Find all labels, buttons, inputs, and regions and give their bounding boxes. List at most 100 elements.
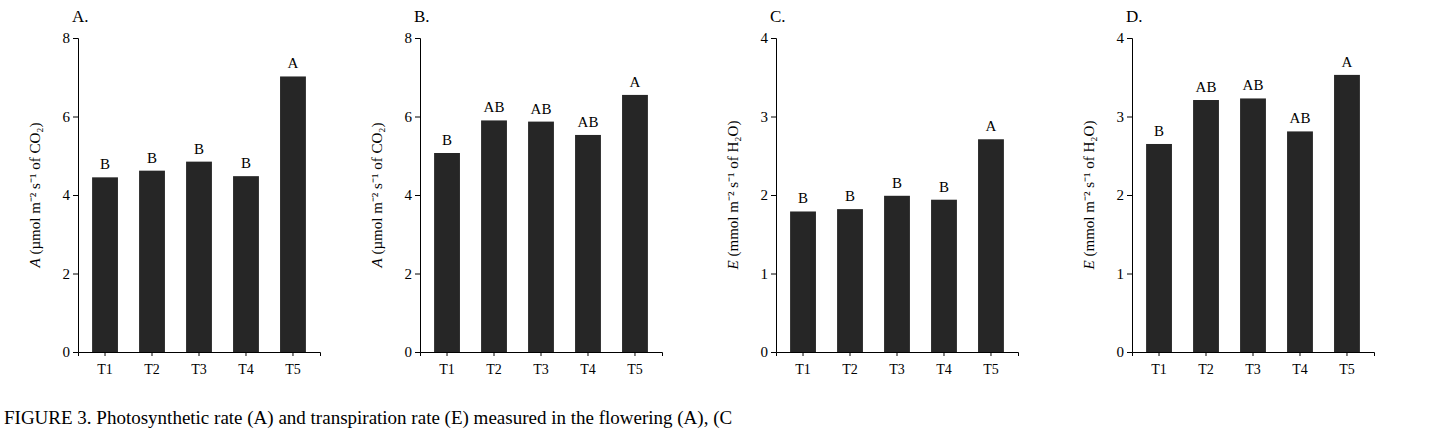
tick-label: 6 xyxy=(405,109,413,125)
bar xyxy=(931,200,957,352)
bars xyxy=(1146,75,1360,352)
tick-mark xyxy=(1253,352,1254,356)
tick-label: 0 xyxy=(761,344,769,360)
bar xyxy=(622,95,648,352)
x-axis: T1 T2 T3 T4 T5 xyxy=(79,352,321,377)
tick-label: 4 xyxy=(1117,30,1125,46)
annotation: B xyxy=(194,141,204,157)
tick: 4 xyxy=(63,187,79,203)
bar xyxy=(280,76,306,352)
tick-mark xyxy=(1127,274,1132,275)
tick-mark xyxy=(587,352,588,356)
tick: 0 xyxy=(1117,344,1133,360)
annotation: A xyxy=(1342,54,1353,70)
x-axis: T1T2T3T4T5 xyxy=(421,352,663,377)
tick-mark xyxy=(73,274,78,275)
tick-label: 8 xyxy=(405,30,413,46)
tick-label: T4 xyxy=(936,362,952,377)
tick: T3 xyxy=(533,352,549,377)
panel: BABABABA01234T1T2T3T4T5D.E (mmol m⁻² s⁻¹… xyxy=(1081,7,1375,377)
tick: 2 xyxy=(405,266,421,282)
tick: T3 xyxy=(191,352,207,377)
tick-label: 0 xyxy=(405,344,413,360)
tick-mark xyxy=(771,38,776,39)
caption: FIGURE 3. Photosynthetic rate (A) and tr… xyxy=(4,407,732,429)
tick-label: T3 xyxy=(889,362,905,377)
bar xyxy=(1240,98,1266,352)
tick-label: T2 xyxy=(842,362,858,377)
bar xyxy=(528,122,554,352)
tick-mark xyxy=(541,352,542,356)
tick-mark xyxy=(771,274,776,275)
tick-label: T5 xyxy=(285,362,301,377)
axis-line xyxy=(1127,39,1133,353)
tick: 2 xyxy=(63,266,79,282)
bar xyxy=(139,171,165,352)
tick-label: T4 xyxy=(238,362,254,377)
tick-label: 3 xyxy=(1117,109,1125,125)
bar xyxy=(434,153,460,352)
axis-line xyxy=(73,39,79,353)
tick: 2 xyxy=(1117,187,1133,203)
tick-mark xyxy=(1346,352,1347,356)
tick-label: T3 xyxy=(533,362,549,377)
bar xyxy=(233,176,259,352)
x-axis: T1T2T3T4T5 xyxy=(1133,352,1375,377)
annotation: AB xyxy=(1196,79,1217,95)
annotations: BBBBA xyxy=(798,118,997,206)
tick-label: T2 xyxy=(1198,362,1214,377)
annotation: AB xyxy=(531,101,552,117)
tick: T1 xyxy=(1151,352,1167,377)
y-axis: 0 1 2 3 4 xyxy=(1117,30,1133,360)
tick: 0 xyxy=(405,344,421,360)
bars xyxy=(434,95,648,352)
tick-label: 6 xyxy=(63,109,71,125)
panel: BABABABA02468T1T2T3T4T5B.A (µmol m⁻² s⁻¹… xyxy=(369,7,663,377)
tick: 6 xyxy=(63,109,79,125)
tick-label: 1 xyxy=(761,266,769,282)
panel: BBBBA02468T1T2T3T4T5A.A (µmol m⁻² s⁻¹ of… xyxy=(27,7,321,377)
bar xyxy=(790,211,816,352)
tick-mark xyxy=(1127,352,1132,353)
tick: T4 xyxy=(936,352,952,377)
tick-mark xyxy=(634,352,635,356)
panel-title: D. xyxy=(1126,7,1143,26)
y-axis: 0 2 4 6 8 xyxy=(63,30,79,360)
tick-mark xyxy=(990,352,991,356)
tick: T3 xyxy=(889,352,905,377)
bar xyxy=(575,135,601,352)
tick-mark xyxy=(803,352,804,356)
tick: T4 xyxy=(1292,352,1308,377)
tick: 6 xyxy=(405,109,421,125)
tick-mark xyxy=(415,352,420,353)
tick-label: 2 xyxy=(761,187,769,203)
annotations: BBBBA xyxy=(100,55,299,172)
tick-label: T4 xyxy=(580,362,596,377)
tick: T1 xyxy=(97,352,113,377)
tick-label: T5 xyxy=(983,362,999,377)
tick: T4 xyxy=(580,352,596,377)
annotation: A xyxy=(630,74,641,90)
tick-label: 1 xyxy=(1117,266,1125,282)
tick-label: 8 xyxy=(63,30,71,46)
tick: 8 xyxy=(63,30,79,46)
tick: 3 xyxy=(761,109,777,125)
annotation: B xyxy=(939,179,949,195)
tick: 0 xyxy=(761,344,777,360)
bar xyxy=(1193,100,1219,352)
panel-title: A. xyxy=(72,7,89,26)
annotation: AB xyxy=(1243,77,1264,93)
bar xyxy=(186,162,212,352)
tick-mark xyxy=(1206,352,1207,356)
tick: 4 xyxy=(405,187,421,203)
tick-mark xyxy=(292,352,293,356)
tick-mark xyxy=(943,352,944,356)
axis-line xyxy=(777,353,1019,357)
tick-label: 4 xyxy=(761,30,769,46)
tick-mark xyxy=(415,195,420,196)
tick: T2 xyxy=(144,352,160,377)
tick: 3 xyxy=(1117,109,1133,125)
figure: BBBBA02468T1T2T3T4T5A.A (µmol m⁻² s⁻¹ of… xyxy=(0,0,1433,437)
tick-mark xyxy=(1299,352,1300,356)
tick-label: 0 xyxy=(63,344,71,360)
